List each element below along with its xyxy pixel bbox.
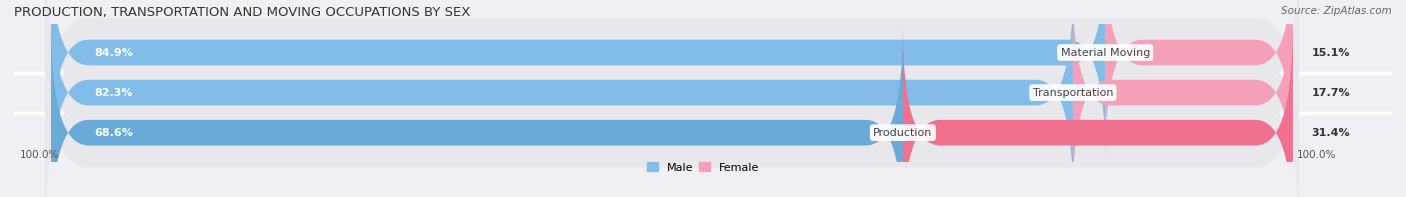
Text: Source: ZipAtlas.com: Source: ZipAtlas.com bbox=[1281, 6, 1392, 16]
Text: 31.4%: 31.4% bbox=[1312, 128, 1350, 138]
FancyBboxPatch shape bbox=[45, 27, 1299, 197]
Text: 100.0%: 100.0% bbox=[1296, 150, 1336, 160]
Text: 100.0%: 100.0% bbox=[20, 150, 59, 160]
FancyBboxPatch shape bbox=[45, 0, 1299, 158]
Text: PRODUCTION, TRANSPORTATION AND MOVING OCCUPATIONS BY SEX: PRODUCTION, TRANSPORTATION AND MOVING OC… bbox=[14, 6, 471, 19]
Text: Material Moving: Material Moving bbox=[1060, 47, 1150, 58]
FancyBboxPatch shape bbox=[51, 0, 1073, 197]
Text: 84.9%: 84.9% bbox=[94, 47, 134, 58]
FancyBboxPatch shape bbox=[51, 0, 1105, 160]
FancyBboxPatch shape bbox=[45, 0, 1299, 197]
Text: Transportation: Transportation bbox=[1032, 88, 1114, 98]
FancyBboxPatch shape bbox=[1073, 0, 1292, 197]
FancyBboxPatch shape bbox=[51, 25, 903, 197]
Text: 17.7%: 17.7% bbox=[1312, 88, 1350, 98]
Text: 68.6%: 68.6% bbox=[94, 128, 134, 138]
Text: Production: Production bbox=[873, 128, 932, 138]
Text: 15.1%: 15.1% bbox=[1312, 47, 1350, 58]
FancyBboxPatch shape bbox=[1105, 0, 1292, 160]
FancyBboxPatch shape bbox=[903, 25, 1292, 197]
Legend: Male, Female: Male, Female bbox=[647, 162, 759, 173]
Text: 82.3%: 82.3% bbox=[94, 88, 134, 98]
